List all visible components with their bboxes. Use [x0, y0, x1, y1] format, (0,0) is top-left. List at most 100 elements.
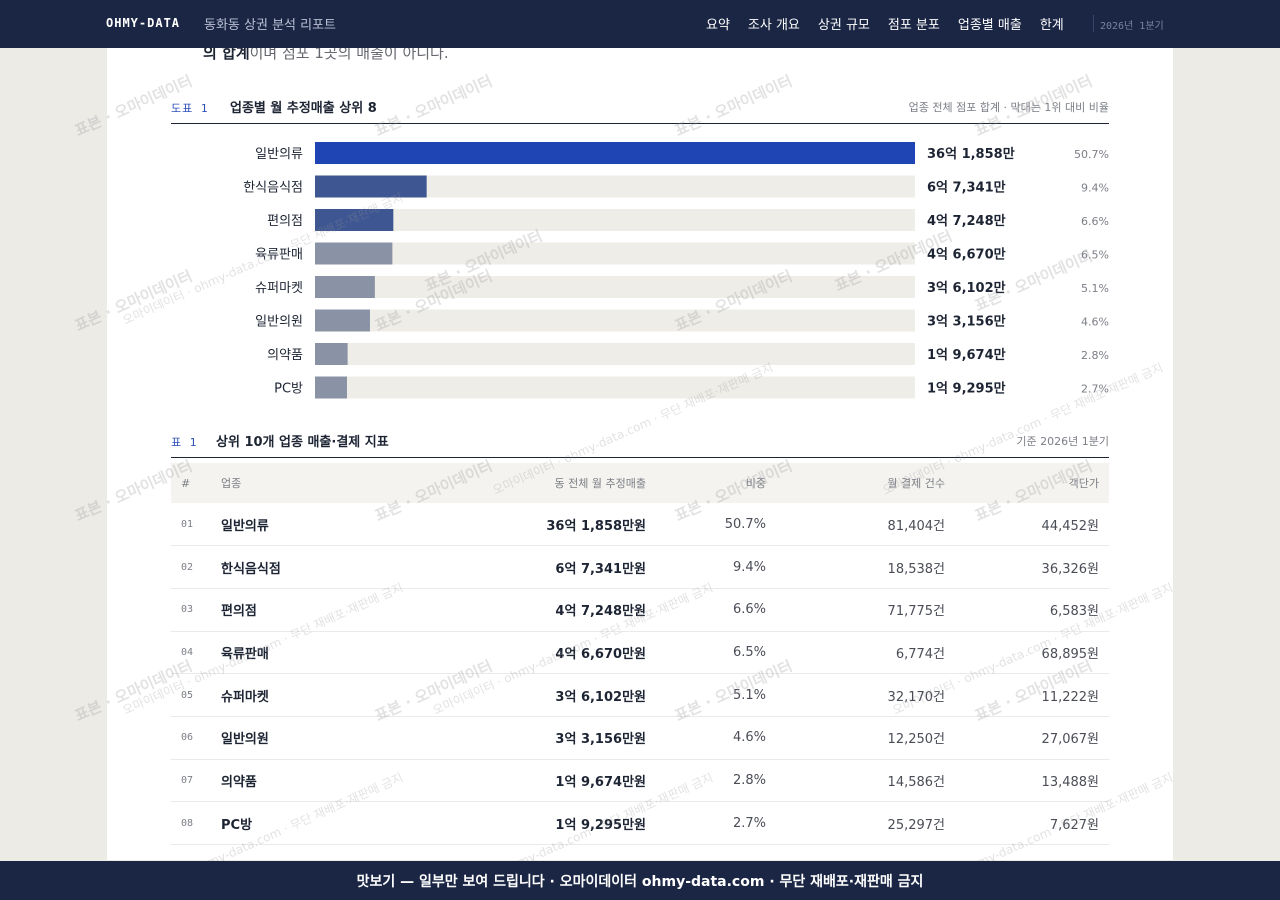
bar-share-label: 6.5%	[1081, 249, 1109, 262]
bar-share-label: 6.6%	[1081, 215, 1109, 228]
bar-track	[315, 276, 915, 298]
bar-share-label: 4.6%	[1081, 316, 1109, 329]
bar-track	[315, 309, 915, 332]
bar-value-label: 1억 9,295만	[927, 381, 1006, 397]
bar-value-label: 6억 7,341만	[927, 180, 1006, 196]
period-label: 2026년 1분기	[1100, 21, 1164, 32]
row-rank: 07	[181, 774, 194, 786]
row-avg-ticket: 44,452원	[1041, 518, 1099, 534]
row-sales: 3억 3,156만원	[555, 732, 646, 748]
bar-share-label: 50.7%	[1074, 148, 1109, 161]
bar-share-label: 5.1%	[1081, 282, 1109, 295]
row-industry: 슈퍼마켓	[221, 689, 269, 705]
row-share: 2.7%	[732, 815, 766, 831]
bar-track	[315, 209, 915, 231]
row-industry: 육류판매	[221, 646, 269, 662]
nav-link-summary[interactable]: 요약	[706, 18, 730, 33]
row-transactions: 25,297건	[887, 817, 945, 833]
row-rank: 06	[181, 732, 194, 744]
bar-share-label: 2.8%	[1081, 349, 1109, 362]
col-header-sales: 동 전체 월 추정매출	[554, 477, 646, 490]
bar-share-label: 9.4%	[1081, 182, 1109, 195]
bar-category-label: 일반의류	[255, 147, 303, 162]
table-row: 08 PC방 1억 9,295만원 2.7% 25,297건 7,627원	[171, 802, 1109, 845]
table-row: 04 육류판매 4억 6,670만원 6.5% 6,774건 68,895원	[171, 631, 1109, 674]
table-row: 05 슈퍼마켓 3억 6,102만원 5.1% 32,170건 11,222원	[171, 674, 1109, 717]
row-rank: 03	[181, 604, 194, 616]
row-avg-ticket: 6,583원	[1049, 604, 1099, 620]
row-transactions: 12,250건	[887, 732, 945, 748]
row-industry: 일반의원	[221, 732, 269, 748]
bar-category-label: 육류판매	[255, 248, 303, 263]
report-card: 의 합계이며 점포 1곳의 매출이 아니다. 도표 1 업종별 월 추정매출 상…	[107, 48, 1173, 860]
row-rank: 01	[181, 518, 194, 530]
row-sales: 36억 1,858만원	[546, 518, 646, 534]
row-transactions: 18,538건	[887, 561, 945, 577]
bar-category-label: 슈퍼마켓	[255, 281, 303, 296]
figure-note: 업종 전체 점포 합계 · 막대는 1위 대비 비율	[908, 101, 1109, 114]
table-body: 01 일반의류 36억 1,858만원 50.7% 81,404건 44,452원 02 한식…	[171, 503, 1109, 845]
bar	[315, 175, 427, 198]
row-industry: 의약품	[221, 774, 257, 790]
row-industry: 한식음식점	[221, 561, 281, 577]
row-industry: 편의점	[221, 604, 257, 620]
col-header-industry: 업종	[221, 477, 242, 490]
section-nav: 요약 조사 개요 상권 규모 점포 분포 업종별 매출 한계	[706, 14, 1082, 33]
col-header-transactions: 월 결제 건수	[887, 477, 945, 490]
bar-category-label: PC방	[274, 382, 303, 397]
row-share: 5.1%	[732, 687, 766, 703]
bar-track	[315, 376, 915, 399]
nav-link-overview[interactable]: 조사 개요	[747, 18, 800, 33]
bar	[315, 343, 348, 365]
row-share: 4.6%	[732, 730, 766, 746]
row-sales: 3억 6,102만원	[555, 689, 646, 705]
bar-value-label: 3억 3,156만	[927, 314, 1006, 330]
row-share: 6.5%	[732, 644, 766, 660]
row-avg-ticket: 11,222원	[1041, 689, 1099, 705]
nav-link-market-size[interactable]: 상권 규모	[817, 18, 870, 33]
row-transactions: 81,404건	[887, 518, 945, 534]
row-transactions: 71,775건	[887, 604, 945, 620]
row-avg-ticket: 27,067원	[1041, 732, 1099, 748]
bar-value-label: 3억 6,102만	[927, 280, 1006, 296]
row-share: 6.6%	[732, 602, 766, 618]
top-navbar: OHMY-DATA 동화동 상권 분석 리포트 요약 조사 개요 상권 규모 점…	[0, 0, 1280, 48]
intro-bold: 의 합계	[203, 48, 250, 62]
brand-logo[interactable]: OHMY-DATA	[106, 16, 181, 30]
table-row: 03 편의점 4억 7,248만원 6.6% 71,775건 6,583원	[171, 588, 1109, 632]
bar	[315, 209, 394, 231]
sales-bar-chart: 일반의류 36억 1,858만 50.7% 한식음식점 6억 7,341만 9.4% 편의점…	[243, 142, 1109, 399]
nav-divider	[1093, 15, 1094, 32]
row-industry: 일반의류	[221, 518, 269, 534]
col-header-avg-ticket: 객단가	[1068, 477, 1099, 490]
row-avg-ticket: 13,488원	[1041, 774, 1099, 790]
row-transactions: 6,774건	[895, 646, 945, 662]
row-share: 9.4%	[732, 559, 766, 575]
row-avg-ticket: 7,627원	[1049, 817, 1099, 833]
col-header-rank: #	[181, 476, 191, 490]
row-rank: 02	[181, 561, 194, 573]
row-rank: 08	[181, 817, 194, 829]
bar-category-label: 일반의원	[255, 315, 303, 330]
row-sales: 1억 9,295만원	[555, 817, 646, 833]
nav-link-limitations[interactable]: 한계	[1039, 18, 1064, 33]
table-row: 07 의약품 1억 9,674만원 2.8% 14,586건 13,488원	[171, 759, 1109, 802]
table-note: 기준 2026년 1분기	[1016, 435, 1109, 448]
table-header-row: # 업종 동 전체 월 추정매출 비중 월 결제 건수 객단가	[171, 463, 1109, 503]
preview-banner: 맛보기 — 일부만 보여 드립니다 · 오마이데이터 ohmy-data.com…	[0, 861, 1280, 900]
bar	[315, 276, 375, 298]
bar	[315, 142, 915, 164]
table-number: 표 1	[171, 436, 198, 449]
bar-category-label: 한식음식점	[243, 181, 303, 196]
row-avg-ticket: 36,326원	[1041, 561, 1099, 577]
report-title: 동화동 상권 분석 리포트	[204, 18, 336, 33]
row-transactions: 14,586건	[887, 774, 945, 790]
intro-paragraph: 의 합계이며 점포 1곳의 매출이 아니다.	[203, 48, 449, 63]
row-rank: 04	[181, 646, 194, 658]
nav-link-sales-by-industry[interactable]: 업종별 매출	[957, 18, 1022, 33]
nav-link-store-distribution[interactable]: 점포 분포	[887, 18, 940, 33]
row-avg-ticket: 68,895원	[1041, 646, 1099, 662]
row-transactions: 32,170건	[887, 689, 945, 705]
row-share: 50.7%	[724, 516, 766, 532]
row-share: 2.8%	[732, 772, 766, 788]
